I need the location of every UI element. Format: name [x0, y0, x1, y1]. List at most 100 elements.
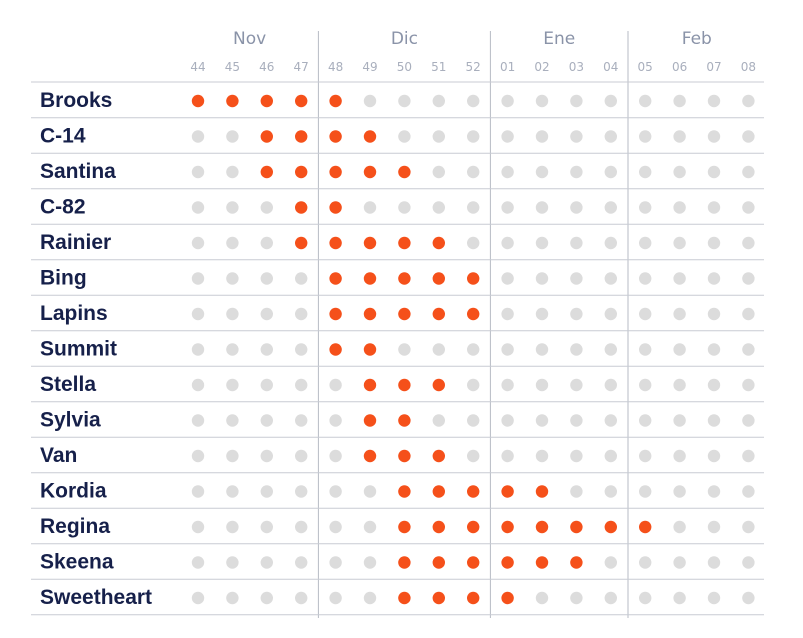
- harvest-dot-inactive: [295, 449, 308, 463]
- week-headers: 44 45 46 47 48 49 50 51 52 01 02 03 04 05 06 07 08: [190, 60, 756, 74]
- harvest-dot-inactive: [191, 201, 205, 214]
- harvest-dot-active: [329, 236, 342, 250]
- variety-row: Sweetheart: [40, 586, 755, 609]
- harvest-dot-active: [467, 272, 480, 285]
- harvest-dot-active: [363, 378, 377, 392]
- harvest-dot-active: [363, 307, 377, 321]
- harvest-dot-inactive: [432, 130, 445, 143]
- harvest-dot-inactive: [535, 343, 549, 356]
- week-label: 01: [500, 60, 515, 74]
- variety-label: Van: [40, 444, 77, 467]
- harvest-dot-inactive: [295, 343, 308, 356]
- harvest-dot-inactive: [501, 165, 514, 179]
- harvest-dot-inactive: [604, 591, 617, 605]
- harvest-dot-inactive: [570, 343, 583, 356]
- harvest-dot-inactive: [467, 236, 480, 250]
- harvest-dot-inactive: [707, 130, 721, 143]
- variety-label: Brooks: [40, 89, 112, 112]
- harvest-dot-inactive: [707, 449, 721, 463]
- harvest-dot-inactive: [329, 591, 342, 605]
- variety-label: Lapins: [40, 302, 108, 325]
- harvest-dot-inactive: [501, 307, 514, 321]
- variety-label: C-14: [40, 125, 86, 148]
- variety-label: Summit: [40, 338, 117, 361]
- harvest-dot-inactive: [260, 343, 273, 356]
- harvest-dot-inactive: [604, 94, 617, 108]
- harvest-dot-inactive: [639, 201, 652, 214]
- harvest-dot-inactive: [570, 236, 583, 250]
- variety-row: Bing: [40, 267, 755, 290]
- harvest-dot-inactive: [363, 520, 377, 534]
- harvest-dot-inactive: [363, 94, 377, 108]
- harvest-dot-inactive: [639, 343, 652, 356]
- harvest-dot-active: [226, 94, 239, 108]
- harvest-dot-inactive: [535, 591, 549, 605]
- harvest-dot-inactive: [467, 343, 480, 356]
- harvest-dot-inactive: [260, 591, 273, 605]
- harvest-dot-active: [467, 307, 480, 321]
- harvest-dot-active: [535, 556, 549, 569]
- variety-label: Santina: [40, 160, 116, 183]
- variety-row: C-82: [40, 196, 755, 219]
- harvest-dot-inactive: [260, 556, 273, 569]
- harvest-dot-active: [570, 520, 583, 534]
- harvest-dot-active: [260, 130, 273, 143]
- harvest-dot-inactive: [570, 201, 583, 214]
- harvest-dot-inactive: [673, 449, 686, 463]
- harvest-dot-inactive: [570, 307, 583, 321]
- harvest-dot-active: [398, 485, 411, 498]
- week-label: 48: [328, 60, 343, 74]
- week-label: 45: [225, 60, 240, 74]
- harvest-dot-active: [570, 556, 583, 569]
- harvest-dot-inactive: [226, 556, 239, 569]
- harvest-dot-inactive: [295, 378, 308, 392]
- harvest-dot-inactive: [260, 449, 273, 463]
- harvest-dot-active: [432, 449, 445, 463]
- variety-label: Stella: [40, 373, 96, 396]
- harvest-dot-inactive: [707, 591, 721, 605]
- harvest-dot-inactive: [673, 94, 686, 108]
- harvest-dot-active: [398, 307, 411, 321]
- harvest-dot-inactive: [432, 201, 445, 214]
- harvest-dot-inactive: [191, 449, 205, 463]
- week-label: 44: [190, 60, 205, 74]
- harvest-dot-active: [432, 378, 445, 392]
- harvest-dot-active: [501, 556, 514, 569]
- week-label: 05: [638, 60, 653, 74]
- harvest-dot-inactive: [295, 591, 308, 605]
- harvest-dot-active: [639, 520, 652, 534]
- harvest-dot-inactive: [226, 591, 239, 605]
- harvest-dot-inactive: [742, 343, 755, 356]
- harvest-dot-inactive: [639, 591, 652, 605]
- harvest-dot-inactive: [639, 414, 652, 427]
- harvest-dot-active: [501, 485, 514, 498]
- harvest-dot-inactive: [673, 236, 686, 250]
- harvest-dot-inactive: [501, 378, 514, 392]
- harvest-dot-inactive: [467, 201, 480, 214]
- variety-label: Skeena: [40, 551, 114, 574]
- harvest-dot-inactive: [329, 414, 342, 427]
- harvest-dot-inactive: [467, 449, 480, 463]
- harvest-dot-inactive: [191, 378, 205, 392]
- harvest-dot-inactive: [329, 378, 342, 392]
- harvest-dot-inactive: [226, 201, 239, 214]
- harvest-dot-inactive: [501, 414, 514, 427]
- harvest-dot-inactive: [535, 449, 549, 463]
- harvest-dot-inactive: [707, 165, 721, 179]
- variety-label: Sweetheart: [40, 586, 152, 609]
- variety-label: Bing: [40, 267, 87, 290]
- harvest-dot-inactive: [226, 449, 239, 463]
- week-label: 06: [672, 60, 687, 74]
- harvest-dot-inactive: [191, 130, 205, 143]
- harvest-dot-inactive: [191, 556, 205, 569]
- harvest-dot-inactive: [260, 520, 273, 534]
- harvest-dot-active: [260, 94, 273, 108]
- harvest-dot-inactive: [226, 520, 239, 534]
- harvest-dot-inactive: [191, 485, 205, 498]
- harvest-dot-active: [295, 165, 308, 179]
- harvest-dot-inactive: [707, 556, 721, 569]
- harvest-dot-inactive: [260, 307, 273, 321]
- harvest-dot-active: [329, 165, 342, 179]
- harvest-dot-inactive: [742, 520, 755, 534]
- variety-row: Santina: [40, 160, 755, 183]
